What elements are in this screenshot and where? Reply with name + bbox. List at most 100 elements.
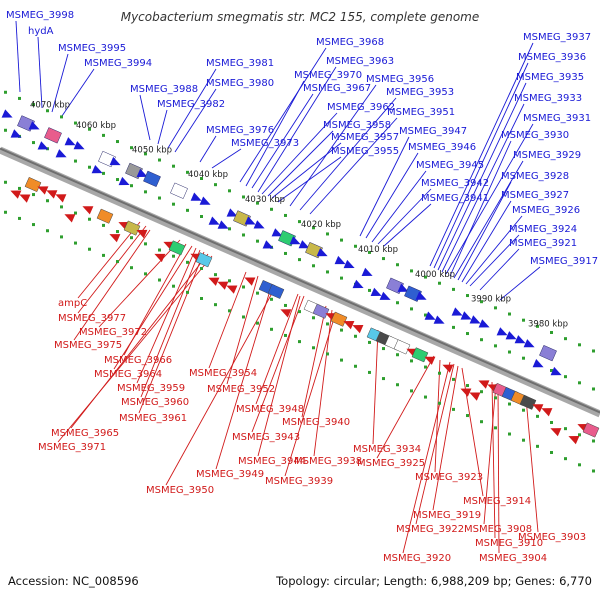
- minus-gene-label: MSMEG_3977: [58, 313, 126, 324]
- plus-label-connector: [433, 62, 529, 269]
- plus-strand-arrow: [271, 228, 283, 237]
- tick-mark: [172, 202, 175, 206]
- plus-gene-label: hydA: [28, 26, 54, 37]
- minus-strand-feature: [519, 394, 537, 410]
- plus-label-connector: [251, 93, 314, 189]
- minus-label-connector: [376, 355, 435, 459]
- plus-strand-arrow: [361, 267, 373, 276]
- plus-gene-label: MSMEG_3917: [530, 256, 598, 267]
- tick-row: [4, 90, 595, 353]
- minus-label-connector: [491, 381, 496, 539]
- minus-strand-feature: [123, 220, 141, 236]
- tick-mark: [312, 316, 315, 320]
- minus-strand-arrow: [568, 436, 580, 445]
- tick-mark: [368, 370, 371, 374]
- plus-label-connector: [199, 135, 217, 163]
- tick-mark: [102, 223, 105, 227]
- tick-mark: [578, 463, 581, 467]
- tick-mark: [284, 333, 287, 337]
- plus-strand-arrow: [298, 240, 310, 249]
- plus-label-connector: [457, 181, 512, 281]
- minus-label-connector: [98, 239, 181, 328]
- tick-mark: [564, 337, 567, 341]
- tick-mark: [270, 297, 273, 301]
- tick-mark: [158, 196, 161, 200]
- tick-mark: [46, 229, 49, 233]
- plus-label-connector: [15, 20, 21, 93]
- plus-strand-arrow: [91, 165, 103, 174]
- tick-mark: [340, 358, 343, 362]
- tick-mark: [536, 324, 539, 328]
- tick-mark: [438, 281, 441, 285]
- tick-mark: [270, 207, 273, 211]
- plus-strand-arrow: [208, 216, 220, 225]
- tick-mark: [340, 276, 343, 280]
- minus-strand-arrow: [244, 277, 256, 286]
- scale-label: 4070 kbp: [30, 101, 70, 111]
- tick-mark: [242, 233, 245, 237]
- plus-label-connector: [453, 160, 524, 279]
- tick-mark: [382, 347, 385, 351]
- minus-gene-label: MSMEG_3940: [282, 417, 350, 428]
- tick-mark: [74, 241, 77, 245]
- tick-mark: [186, 290, 189, 294]
- plus-gene-label: MSMEG_3982: [157, 99, 225, 110]
- minus-strand-feature: [411, 347, 429, 363]
- tick-mark: [522, 356, 525, 360]
- plus-gene-label: MSMEG_3930: [501, 130, 569, 141]
- plus-gene-label: MSMEG_3927: [501, 190, 569, 201]
- tick-mark: [466, 414, 469, 418]
- plus-strand-arrow: [514, 335, 526, 344]
- plus-strand-arrow: [253, 220, 265, 229]
- plus-label-connector: [61, 68, 95, 117]
- plus-strand-arrow: [190, 192, 202, 201]
- accession-text: Accession: NC_008596: [8, 574, 139, 588]
- tick-mark: [18, 96, 21, 100]
- plus-strand-arrow: [343, 259, 355, 269]
- plus-gene-label: MSMEG_3936: [518, 52, 586, 63]
- plus-label-connector: [383, 203, 432, 247]
- plus-strand-arrow: [73, 141, 85, 150]
- plus-label-connector: [441, 103, 525, 273]
- minus-label-connector: [251, 295, 305, 433]
- minus-label-connector: [284, 311, 337, 477]
- tick-mark: [592, 387, 595, 391]
- minus-gene-label: MSMEG_3959: [117, 383, 185, 394]
- tick-mark: [186, 260, 189, 264]
- tick-mark: [228, 227, 231, 231]
- tick-mark: [214, 183, 217, 187]
- minus-gene-label: ampC: [58, 298, 87, 309]
- tick-mark: [578, 433, 581, 437]
- plus-gene-label: MSMEG_3970: [294, 70, 362, 81]
- plus-label-connector: [174, 88, 217, 153]
- tick-mark: [410, 389, 413, 393]
- tick-mark: [494, 344, 497, 348]
- minus-label-connector: [140, 249, 201, 398]
- minus-label-connector: [136, 247, 197, 384]
- tick-mark: [284, 251, 287, 255]
- minus-gene-label: MSMEG_3964: [94, 369, 162, 380]
- tick-mark: [508, 350, 511, 354]
- label-connectors: [15, 20, 541, 554]
- tick-mark: [410, 269, 413, 273]
- plus-label-connector: [139, 94, 151, 141]
- plus-label-connector: [429, 42, 534, 267]
- tick-mark: [116, 178, 119, 182]
- plus-gene-label: MSMEG_3957: [331, 132, 399, 143]
- plus-gene-label: MSMEG_3981: [206, 58, 274, 69]
- plus-strand-feature: [143, 170, 161, 188]
- minus-strand-feature: [24, 176, 42, 193]
- tick-mark: [4, 210, 7, 214]
- tick-mark: [452, 377, 455, 381]
- scale-label: 4030 kbp: [245, 195, 285, 205]
- plus-strand-feature: [44, 127, 62, 144]
- genome-backbone-edge: [0, 147, 600, 414]
- tick-mark: [102, 133, 105, 137]
- minus-gene-label: MSMEG_3934: [353, 444, 421, 455]
- plus-label-connector: [211, 148, 242, 169]
- tick-mark: [158, 278, 161, 282]
- plus-strand-arrow: [289, 236, 301, 245]
- plus-strand-arrow: [136, 168, 148, 177]
- tick-mark: [88, 247, 91, 251]
- minus-gene-label: MSMEG_3908: [464, 524, 532, 535]
